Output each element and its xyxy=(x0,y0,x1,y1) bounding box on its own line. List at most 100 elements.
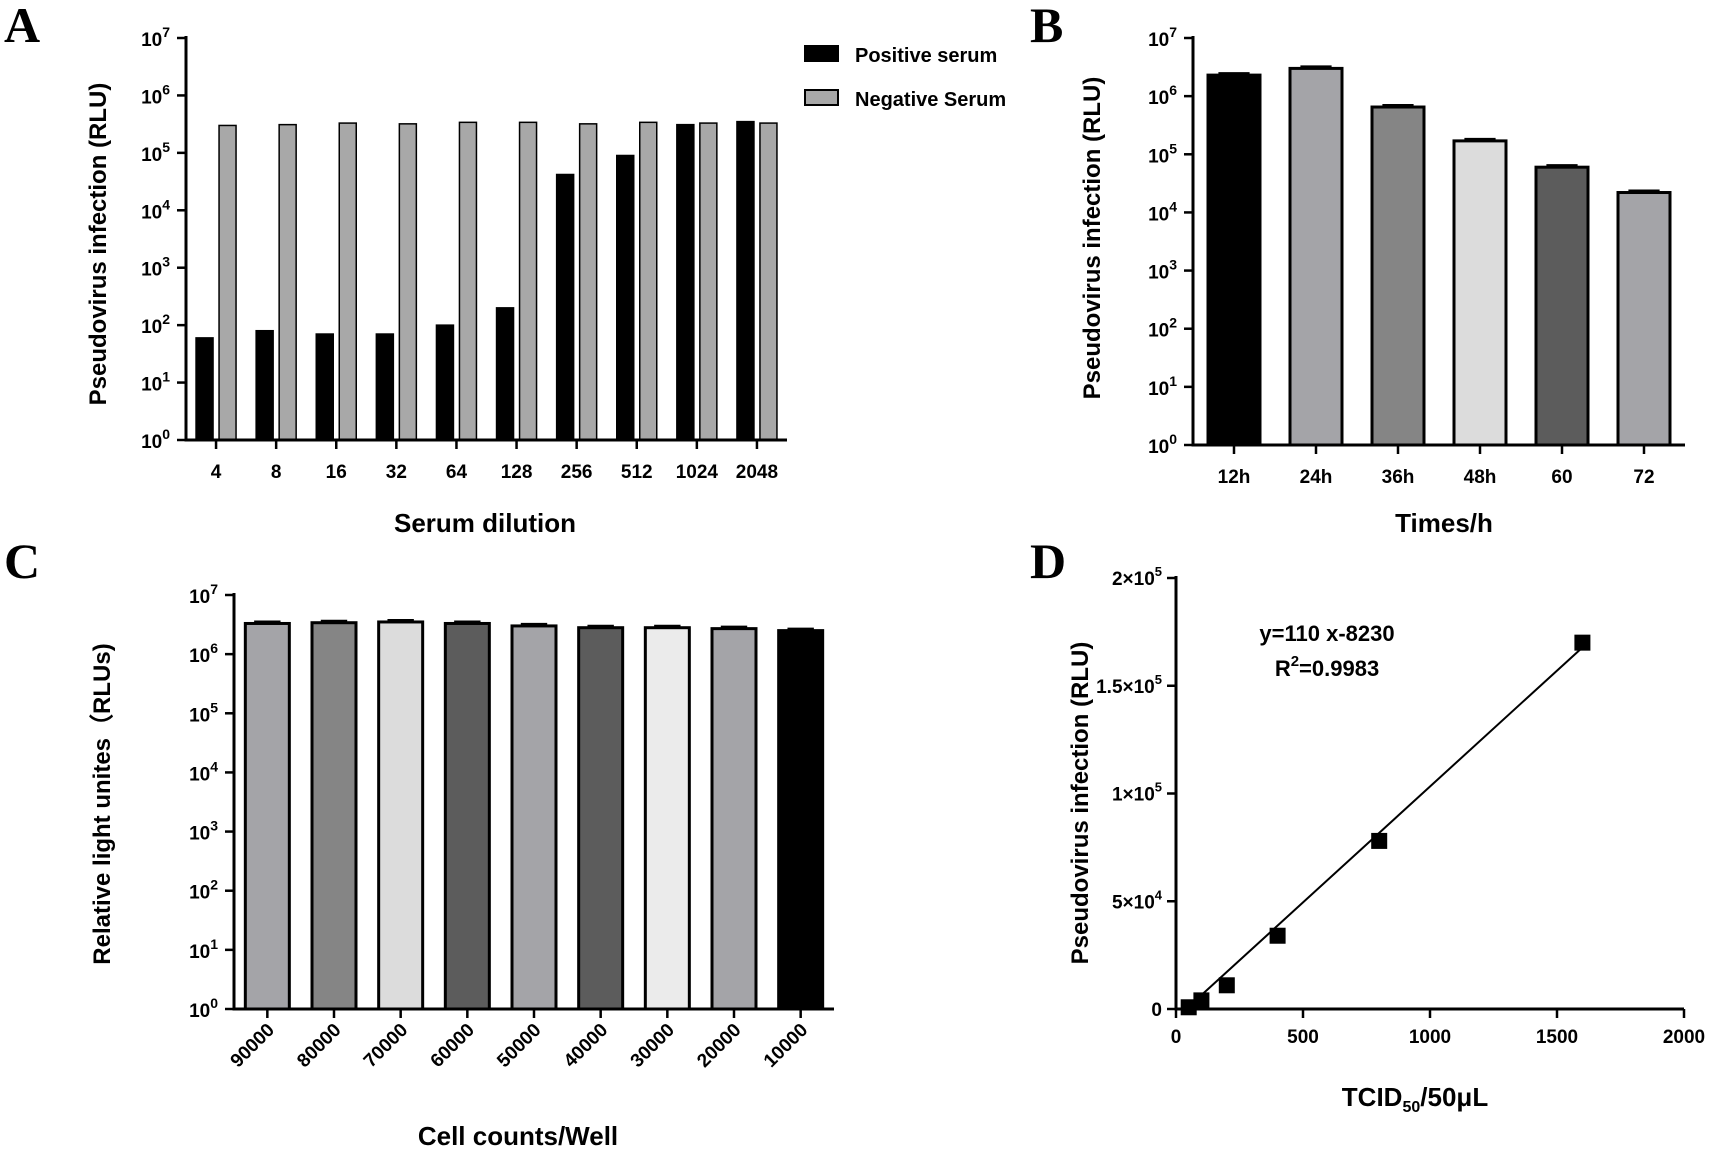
bar-positive-serum-8 xyxy=(255,329,274,441)
panel-b-y-tick-label-base: 10 xyxy=(1148,321,1169,342)
panel-b-y-tick-label-base: 10 xyxy=(1148,437,1169,458)
panel-d-y-tick-label: 5×104 xyxy=(1112,887,1163,913)
panel-d-y-tick-exponent: 5 xyxy=(1155,672,1162,687)
x-tick-label-72: 72 xyxy=(1633,467,1654,488)
panel-d-x-tick-label: 1500 xyxy=(1536,1027,1578,1048)
x-tick-label-2048: 2048 xyxy=(736,462,778,483)
panel-d-x-tick-label: 500 xyxy=(1287,1027,1319,1048)
data-point-800 xyxy=(1371,832,1388,849)
panel-b-y-tick-label: 105 xyxy=(1148,140,1177,167)
panel-b-y-tick-label: 107 xyxy=(1148,24,1177,51)
panel-c-x-axis-label: Cell counts/Well xyxy=(418,1121,618,1150)
panel-d-letter: D xyxy=(1030,533,1066,589)
x-tick-label-20000: 20000 xyxy=(693,1020,745,1072)
x-tick-label-16: 16 xyxy=(326,462,347,483)
panel-a-y-tick-label-base: 10 xyxy=(141,145,162,166)
panel-a-x-axis-label: Serum dilution xyxy=(394,508,576,538)
x-tick-label-24h: 24h xyxy=(1300,467,1333,488)
panel-c-y-tick-label: 104 xyxy=(189,758,218,785)
panel-a-y-tick-label-exponent: 0 xyxy=(162,426,170,442)
panel-d-x-tick-label: 1000 xyxy=(1409,1027,1451,1048)
legend-swatch-negative-serum xyxy=(804,89,839,106)
panel-d-x-axis-label-main: TCID xyxy=(1342,1082,1403,1112)
x-tick-label-256: 256 xyxy=(561,462,593,483)
data-point-400 xyxy=(1269,927,1286,944)
panel-d-y-tick-label: 1×105 xyxy=(1112,780,1162,806)
x-tick-label-30000: 30000 xyxy=(627,1020,679,1072)
panel-a-y-tick-label-base: 10 xyxy=(141,317,162,338)
x-tick-label-50000: 50000 xyxy=(493,1020,545,1072)
panel-d-y-tick-exponent: 4 xyxy=(1155,887,1163,902)
panel-d-y-tick-mantissa: 0 xyxy=(1151,1000,1162,1021)
r-squared-label: R2=0.9983 xyxy=(1275,653,1379,681)
panel-b-y-tick-label-exponent: 1 xyxy=(1169,373,1177,389)
x-tick-label-32: 32 xyxy=(386,462,407,483)
bar-positive-serum-256 xyxy=(555,173,575,441)
panel-c-y-tick-label: 103 xyxy=(189,818,218,845)
panel-a-y-tick-label-base: 10 xyxy=(141,260,162,281)
panel-c-y-tick-label: 101 xyxy=(189,936,218,963)
data-point-200 xyxy=(1218,977,1235,994)
panel-b-y-tick-label: 106 xyxy=(1148,82,1177,109)
bar-negative-serum-16 xyxy=(338,122,357,441)
bar-90000 xyxy=(243,621,291,1011)
panel-a-y-tick-label-exponent: 4 xyxy=(162,196,170,212)
bar-72 xyxy=(1616,191,1672,447)
panel-c-y-tick-label-base: 10 xyxy=(189,705,210,726)
x-tick-label-80000: 80000 xyxy=(293,1020,345,1072)
bar-negative-serum-512 xyxy=(639,121,658,441)
x-tick-label-60000: 60000 xyxy=(427,1020,479,1072)
x-tick-label-70000: 70000 xyxy=(360,1020,412,1072)
bar-20000 xyxy=(710,627,758,1011)
panel-c: C Relative light unites（RLUs) Cell count… xyxy=(4,533,834,1150)
panel-a: A Pseudovirus infection (RLU) Serum dilu… xyxy=(4,0,1006,538)
panel-c-y-tick-label: 100 xyxy=(189,995,218,1022)
panel-b-y-tick-label-base: 10 xyxy=(1148,30,1169,51)
panel-d-x-axis-label-rest: /50μL xyxy=(1420,1082,1488,1112)
bar-negative-serum-2048 xyxy=(759,122,778,441)
bar-negative-serum-256 xyxy=(578,123,598,441)
r-squared-symbol: R xyxy=(1275,656,1291,681)
panel-b-y-tick-label-base: 10 xyxy=(1148,88,1169,109)
panel-c-y-tick-label-exponent: 0 xyxy=(210,995,218,1011)
bar-positive-serum-64 xyxy=(435,324,455,441)
panel-b-y-tick-label-exponent: 0 xyxy=(1169,431,1177,447)
panel-b-y-tick-label-exponent: 7 xyxy=(1169,24,1177,40)
panel-c-y-tick-label-exponent: 2 xyxy=(210,877,218,893)
panel-c-y-tick-label-base: 10 xyxy=(189,1001,210,1022)
panel-b-y-tick-label-exponent: 2 xyxy=(1169,315,1177,331)
panel-c-y-axis-label: Relative light unites（RLUs) xyxy=(89,643,116,964)
panel-d-y-tick-mantissa: 2×10 xyxy=(1112,569,1155,590)
panel-c-y-tick-label-base: 10 xyxy=(189,824,210,845)
bar-positive-serum-128 xyxy=(495,307,515,441)
x-tick-label-64: 64 xyxy=(446,462,468,483)
panel-a-y-tick-label-base: 10 xyxy=(141,375,162,396)
panel-d: D Pseudovirus infection (RLU) TCID50/50μ… xyxy=(1030,533,1705,1116)
panel-d-y-tick-label: 1.5×105 xyxy=(1096,672,1162,698)
bar-positive-serum-512 xyxy=(616,154,635,441)
bar-positive-serum-4 xyxy=(195,337,214,441)
r-squared-value: =0.9983 xyxy=(1299,656,1379,681)
panel-c-y-tick-label: 105 xyxy=(189,699,218,726)
panel-c-y-tick-label: 107 xyxy=(189,581,218,608)
x-tick-label-1024: 1024 xyxy=(676,462,719,483)
panel-b-y-axis-label: Pseudovirus infection (RLU) xyxy=(1079,77,1106,400)
bar-positive-serum-32 xyxy=(375,333,395,441)
bar-negative-serum-4 xyxy=(218,124,237,441)
bar-60 xyxy=(1534,165,1590,447)
panel-b-y-tick-label-base: 10 xyxy=(1148,204,1169,225)
bar-positive-serum-16 xyxy=(315,333,334,441)
panel-c-y-tick-label-exponent: 6 xyxy=(210,640,218,656)
bar-48h xyxy=(1452,139,1508,447)
x-tick-label-10000: 10000 xyxy=(760,1020,812,1072)
panel-d-y-axis-label: Pseudovirus infection (RLU) xyxy=(1067,642,1094,965)
bar-70000 xyxy=(377,620,425,1011)
panel-c-letter: C xyxy=(4,533,40,589)
panel-a-y-tick-label-base: 10 xyxy=(141,202,162,223)
panel-b-y-tick-label-exponent: 3 xyxy=(1169,257,1177,273)
panel-d-x-axis-label: TCID50/50μL xyxy=(1342,1082,1489,1116)
legend-swatch-positive-serum xyxy=(804,45,839,62)
bar-80000 xyxy=(310,621,358,1011)
bar-60000 xyxy=(443,621,491,1011)
panel-b-y-tick-label-base: 10 xyxy=(1148,263,1169,284)
